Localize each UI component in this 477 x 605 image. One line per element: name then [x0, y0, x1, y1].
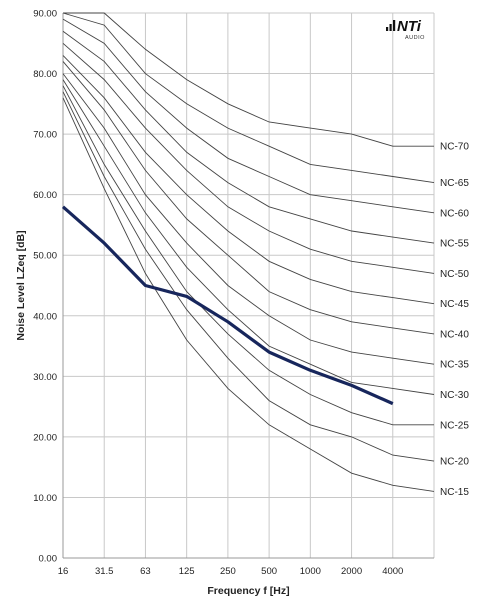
- y-tick-label: 60.00: [33, 190, 57, 201]
- measurement-series: [61, 205, 394, 406]
- logo-bar-icon: [393, 20, 396, 31]
- y-tick-label: 0.00: [39, 554, 58, 565]
- nc-curve-line: [63, 12, 434, 147]
- nc-curve-label: NC-50: [440, 269, 469, 280]
- nc-curve-label: NC-70: [440, 142, 469, 153]
- logo-brand: NTi: [397, 18, 422, 35]
- nc-curve-label: NC-20: [440, 457, 469, 468]
- x-axis-title: Frequency f [Hz]: [207, 585, 289, 597]
- nc-curve-label: NC-55: [440, 239, 469, 250]
- x-tick-label: 500: [261, 566, 277, 577]
- nc-curve-label: NC-40: [440, 329, 469, 340]
- nc-curve-label: NC-60: [440, 208, 469, 219]
- grid-lines: [62, 12, 435, 559]
- y-axis-title: Noise Level LZeq [dB]: [15, 230, 27, 340]
- nc-curve-label: NC-15: [440, 487, 469, 498]
- x-tick-label: 2000: [341, 566, 362, 577]
- x-tick-label: 4000: [382, 566, 403, 577]
- nc-curve-line: [62, 73, 435, 365]
- nc-curve-line: [62, 55, 435, 305]
- nc-curve-labels: NC-70 NC-65 NC-60 NC-55 NC-50 NC-45 NC-40 NC-35…: [440, 142, 469, 498]
- x-tick-label: 125: [179, 566, 195, 577]
- nc-curve-line: [62, 12, 435, 184]
- nc-curve-line: [62, 18, 435, 214]
- logo-bar-icon: [389, 24, 392, 31]
- logo-bar-icon: [386, 27, 389, 31]
- y-tick-label: 30.00: [33, 372, 57, 383]
- y-tick-labels: 0.00 10.00 20.00 30.00 40.00 50.00 60.00 70.00 8…: [33, 9, 57, 565]
- x-tick-label: 1000: [300, 566, 321, 577]
- x-tick-label: 31.5: [95, 566, 114, 577]
- nti-audio-logo: NTi AUDIO: [386, 18, 425, 41]
- y-tick-label: 20.00: [33, 432, 57, 443]
- x-tick-labels: 16 31.5 63 125 250 500 1000 2000 4000: [58, 566, 404, 577]
- y-tick-label: 90.00: [33, 9, 57, 20]
- nc-curve-line: [62, 85, 434, 426]
- measurement-line: [61, 205, 394, 406]
- nc-curve-label: NC-45: [440, 299, 469, 310]
- y-tick-label: 80.00: [33, 69, 57, 80]
- nc-curve-label: NC-25: [440, 420, 469, 431]
- nc-curve-line: [62, 61, 435, 335]
- nc-curve-label: NC-35: [440, 360, 469, 371]
- x-tick-label: 16: [58, 566, 69, 577]
- nc-curve-line: [62, 42, 435, 274]
- y-tick-label: 70.00: [33, 130, 57, 141]
- logo-subtitle: AUDIO: [405, 35, 425, 41]
- nc-curve-line: [62, 91, 435, 462]
- nc-curve-label: NC-30: [440, 390, 469, 401]
- nc-curve-line: [62, 97, 435, 492]
- y-tick-label: 40.00: [33, 311, 57, 322]
- x-tick-label: 63: [140, 566, 151, 577]
- nc-curve-line: [62, 79, 435, 395]
- y-tick-label: 50.00: [33, 251, 57, 262]
- y-tick-label: 10.00: [33, 493, 57, 504]
- nc-curves: [62, 12, 435, 492]
- nc-curve-label: NC-65: [440, 178, 469, 189]
- x-tick-label: 250: [220, 566, 236, 577]
- nc-curve-line: [62, 30, 435, 244]
